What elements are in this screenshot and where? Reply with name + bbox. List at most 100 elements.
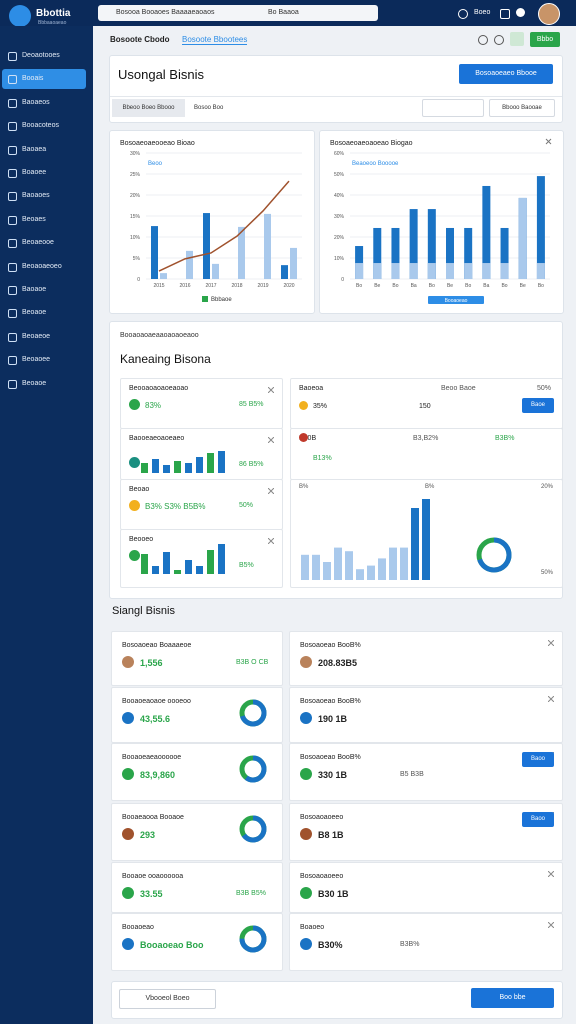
y-tick-label: 15% <box>130 214 141 220</box>
nav-item[interactable]: Baoaeos <box>2 93 86 113</box>
y-tick-label: 25% <box>130 172 141 178</box>
x-tick-label: Bo <box>501 283 507 289</box>
section-eyebrow: Booaoaoaeaaoaoaoeaoo <box>120 332 199 339</box>
close-x <box>268 437 274 443</box>
button[interactable]: Baoo <box>522 752 554 767</box>
card: Booaoeaeaoooooe 83,9,860 <box>111 743 283 801</box>
nav-item[interactable]: Beoaoe <box>2 374 86 394</box>
card-title: Beoao <box>129 486 150 493</box>
bar <box>422 499 430 580</box>
nav-item[interactable]: Beoaoaeoeo <box>2 257 86 277</box>
donut <box>239 815 267 843</box>
y-tick-label: 50% <box>334 172 345 178</box>
avatar <box>300 938 312 950</box>
avatar <box>300 712 312 724</box>
button[interactable]: Bbooo Baooae <box>489 99 555 117</box>
nav-item[interactable]: Booais <box>2 69 86 90</box>
nav-item[interactable]: Deoaotooes <box>2 46 86 66</box>
card: Booaeaooa Booaoe 293 <box>111 803 283 861</box>
card: Booaoeao Booaoeao Boo <box>111 913 283 971</box>
card: Booaoe ooaoooooa 33.55 B3B B5% <box>111 862 283 913</box>
nav-label: Beoaeoe <box>22 332 51 340</box>
mini-chart <box>141 544 225 574</box>
button[interactable]: Boo bbe <box>471 988 554 1008</box>
nav-label: Beoaoee <box>22 356 51 364</box>
card-value: Booaoeao Boo <box>140 940 204 950</box>
icon[interactable] <box>458 9 468 19</box>
button[interactable]: Bbbo <box>530 32 560 47</box>
bar <box>218 544 225 574</box>
nav-icon <box>8 239 17 249</box>
y-tick-label: 0 <box>341 277 344 283</box>
nav-item[interactable]: Beoaoee <box>2 350 86 370</box>
user-name: Boeo <box>474 9 491 16</box>
nav-item[interactable]: Baoaoes <box>2 186 86 206</box>
bar <box>355 263 364 279</box>
bar <box>218 451 225 473</box>
nav-item[interactable]: Boaoee <box>2 163 86 183</box>
avatar <box>122 656 134 668</box>
button[interactable]: Vbooeol Boeo <box>119 989 216 1009</box>
bar <box>536 176 545 279</box>
y-tick-label: 20% <box>130 193 141 199</box>
nav-item[interactable]: Beoaeoe <box>2 327 86 347</box>
x-tick-label: Be <box>447 283 453 289</box>
list-title: Siangl Bisnis <box>112 605 175 617</box>
button[interactable]: Baoe <box>522 398 554 413</box>
close-icon <box>268 538 274 544</box>
card: Bosoaoeao Boaaaeoe 1,556 B3B O CB <box>111 631 283 686</box>
icon[interactable] <box>494 35 504 45</box>
button[interactable]: Baoo <box>522 812 554 827</box>
nav-label: Baoaeos <box>22 98 50 106</box>
nav-item[interactable]: Booacoteos <box>2 116 86 136</box>
nav-item[interactable]: Beoaeooe <box>2 233 86 253</box>
x-tick-label: Ba <box>411 283 417 289</box>
button <box>428 296 484 304</box>
donut-arc <box>239 699 267 727</box>
card: Baooeaeoaoeaeo 86 B5% <box>120 428 283 480</box>
nav-item[interactable]: Baoaea <box>2 140 86 160</box>
avatar[interactable] <box>538 3 560 25</box>
bar <box>427 263 436 279</box>
avatar <box>122 887 134 899</box>
filter-tab[interactable]: Bosoo Boo <box>194 105 224 111</box>
search-tag: Bo Baaoa <box>268 9 299 16</box>
card-value-secondary: B5 B3B <box>400 771 424 778</box>
card-title: Baoeoa <box>299 385 324 392</box>
icon[interactable] <box>510 32 524 46</box>
nav-icon <box>8 215 17 225</box>
nav-item[interactable]: Baoaoe <box>2 280 86 300</box>
bar <box>373 263 382 279</box>
bar <box>141 554 148 574</box>
bar <box>356 569 364 580</box>
card-title: Bosoaoaoeeo <box>300 814 344 821</box>
icon[interactable] <box>500 9 510 19</box>
x-tick-label: 2016 <box>179 283 190 289</box>
nav-label: Baoaoe <box>22 286 47 293</box>
card-value: 1,556 <box>140 658 163 668</box>
card-value-secondary: B3B% <box>400 941 420 948</box>
card-value: B13% <box>313 455 332 462</box>
bar <box>500 227 509 279</box>
bar <box>290 247 297 279</box>
nav-item[interactable]: Beoaoe <box>2 303 86 323</box>
panel-title: Usongal Bisnis <box>118 67 204 82</box>
x-tick-label: Bo <box>429 283 435 289</box>
close-x <box>548 922 554 928</box>
button[interactable]: Bosoaoeaeo Bbooe <box>459 64 553 84</box>
search-box[interactable]: Bosooa Booaoes Baaaaeaoaos Bo Baaoa <box>98 5 378 21</box>
panel: Usongal Bisnis Bosoaoeaeo Bbooe Bbeoo Bo… <box>109 55 563 123</box>
search-input[interactable] <box>422 99 484 117</box>
icon[interactable] <box>478 35 488 45</box>
nav-item[interactable]: Beoaes <box>2 210 86 230</box>
card-tag: Beoo Baoe <box>441 385 476 392</box>
filter-tab[interactable]: Bbeoo Boeo Bbooo <box>112 99 185 117</box>
close-icon <box>268 437 274 443</box>
x-tick-label: Ba <box>483 283 489 289</box>
card-value-secondary: B3,B2% <box>413 435 439 442</box>
icon[interactable] <box>516 8 525 17</box>
bar <box>446 227 454 279</box>
tab[interactable]: Bosoote Bbootees <box>182 35 248 45</box>
tab[interactable]: Bosoote Cbodo <box>110 35 170 44</box>
brand-sub: Bbbaaoaeao <box>38 20 67 26</box>
